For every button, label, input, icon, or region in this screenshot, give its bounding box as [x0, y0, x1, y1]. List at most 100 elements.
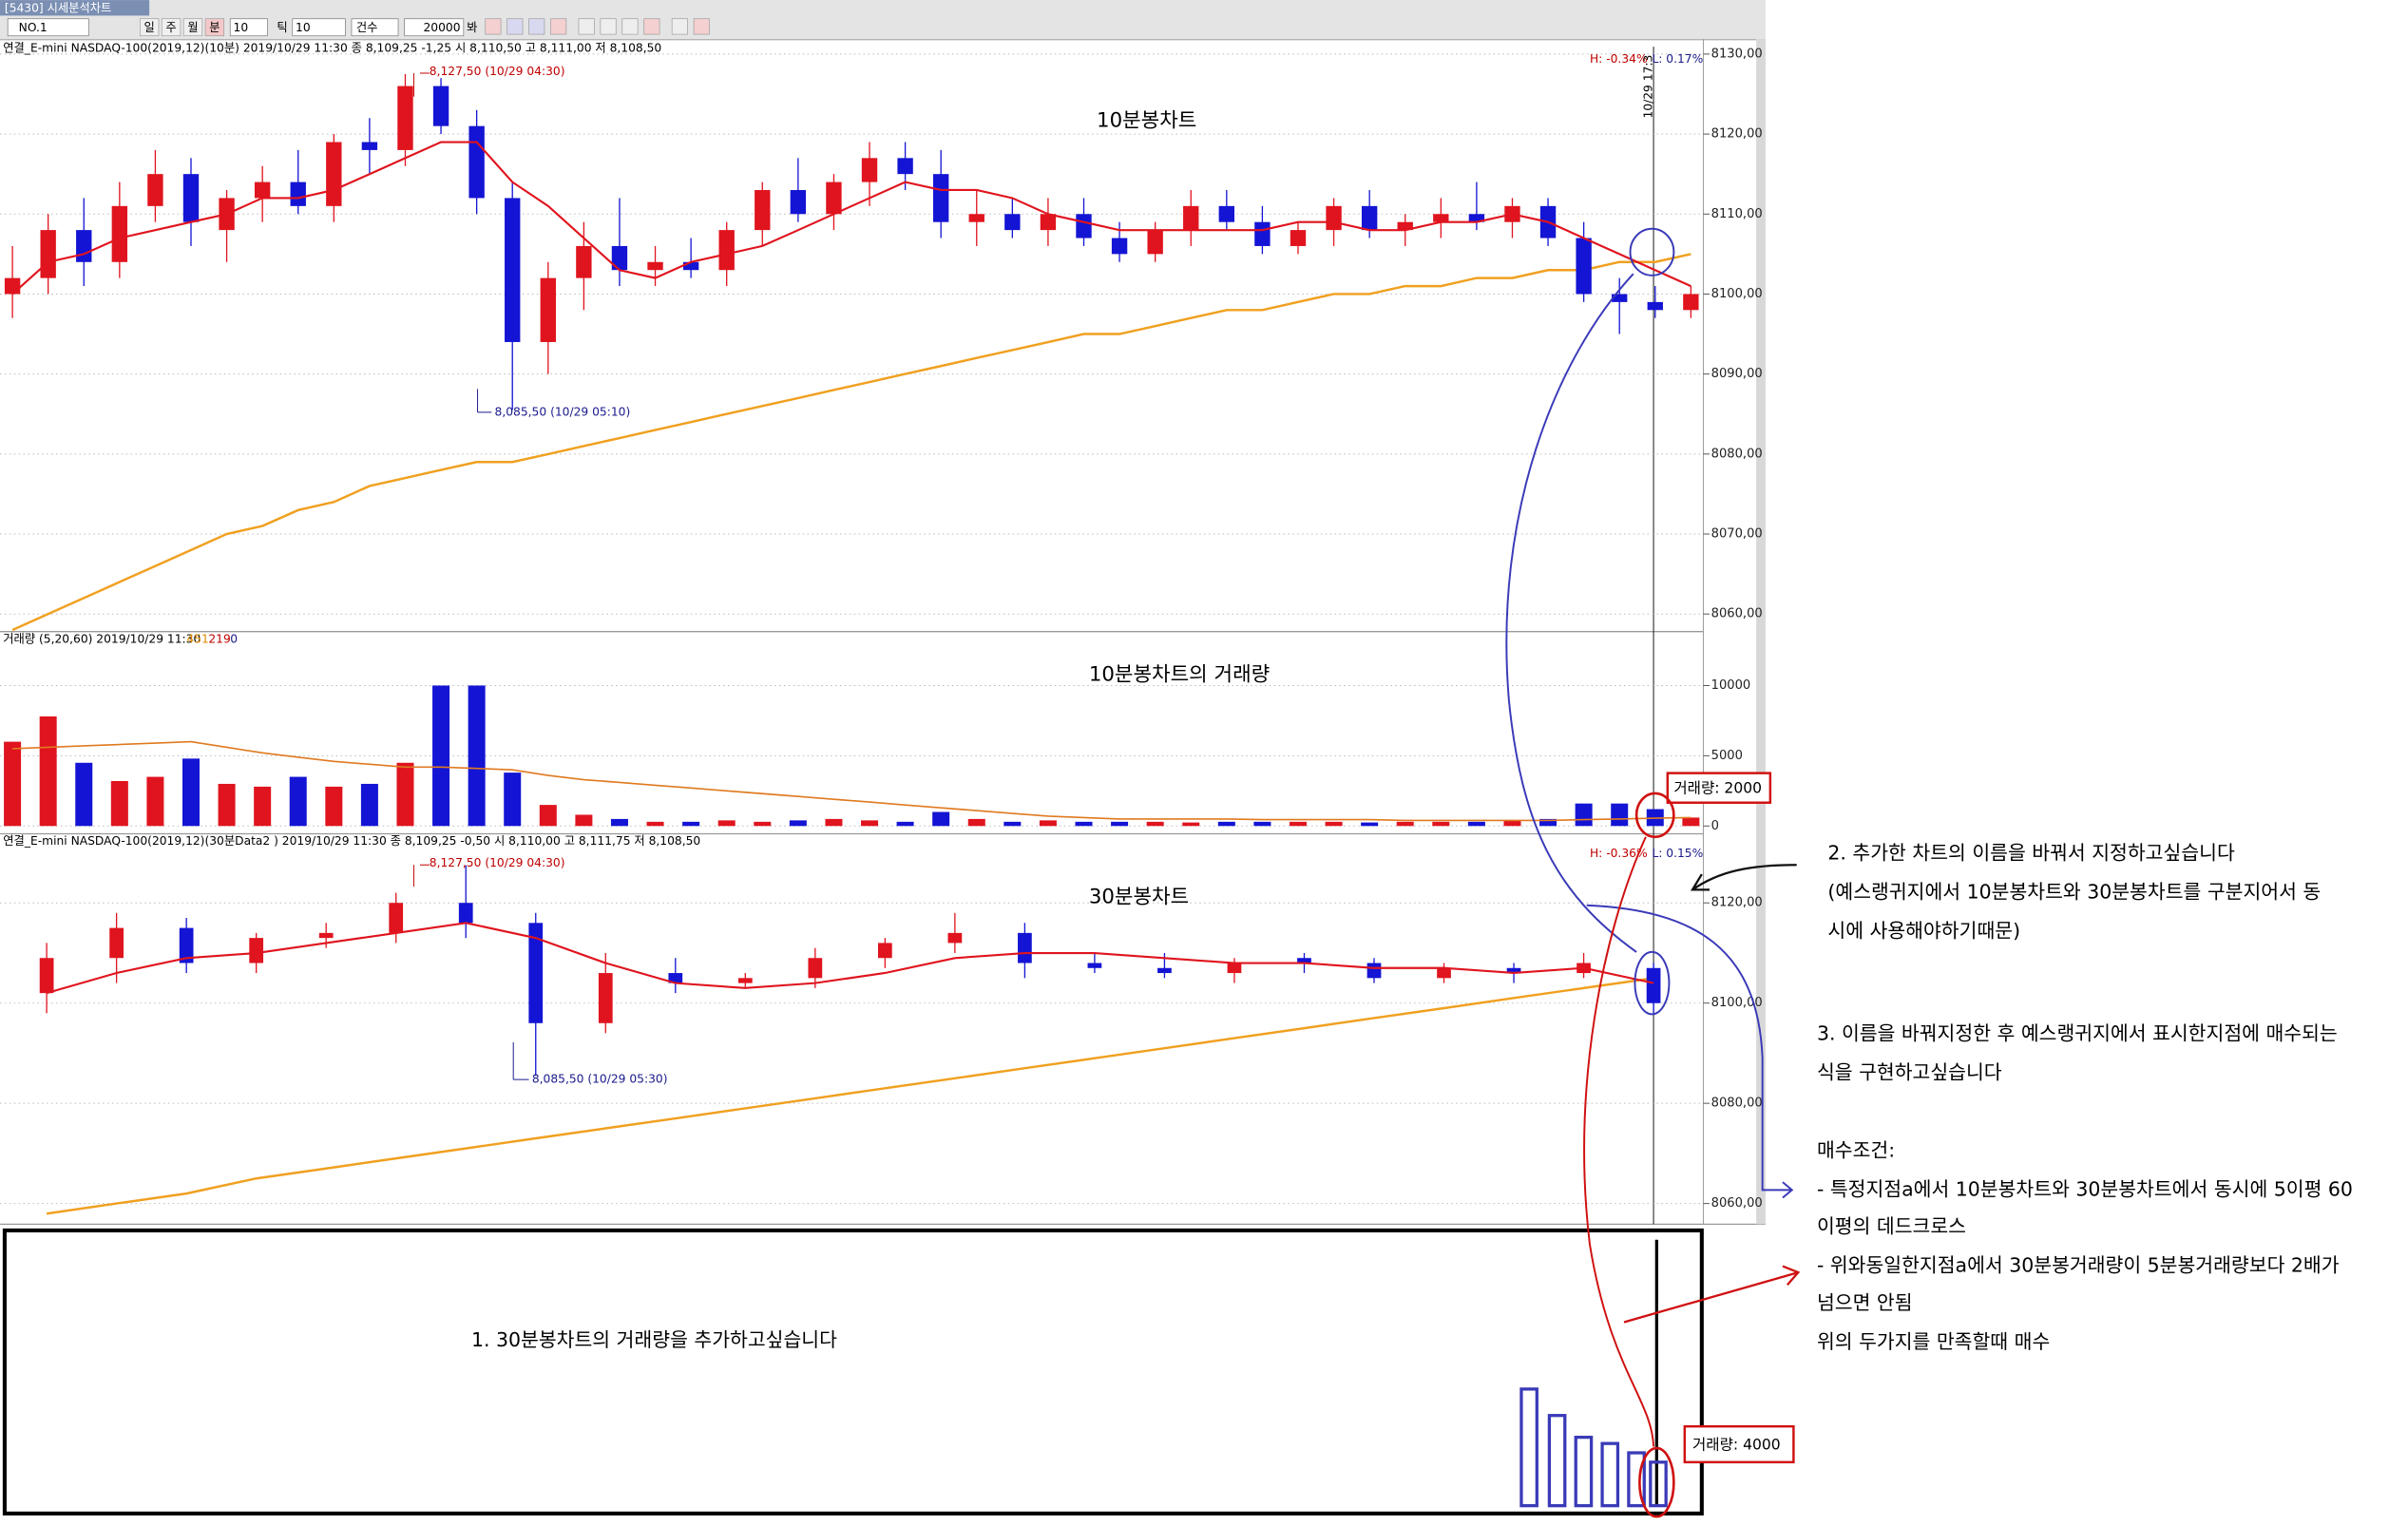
note-line: 2. 추가한 차트의 이름을 바꿔서 지정하고싶습니다 [1827, 842, 2235, 865]
period-button-label: 주 [165, 21, 176, 34]
tick-select[interactable] [292, 18, 346, 37]
candle-body [1254, 221, 1271, 246]
volume-ma-value: 0 [230, 632, 238, 645]
candle-body [1506, 967, 1521, 974]
volume-bar [360, 783, 378, 827]
count-mode-select[interactable] [351, 18, 399, 37]
icon[interactable] [550, 18, 567, 35]
high-pct: H: -0.36% [1590, 847, 1648, 860]
y-tick-label: 8100,00 [1711, 287, 1763, 301]
tick-button[interactable]: 틱 [277, 21, 287, 34]
window-tab[interactable] [0, 0, 150, 16]
volume-bar [610, 818, 628, 827]
candle-body [611, 245, 628, 271]
candle-body [1366, 963, 1382, 979]
icon[interactable] [528, 18, 545, 35]
low-pct: L: 0.17% [1652, 52, 1703, 66]
icon[interactable] [600, 18, 617, 35]
candle-body [468, 125, 485, 199]
circle-mark [1638, 1446, 1675, 1518]
y-tick-label: 8060,00 [1711, 1196, 1763, 1211]
icon[interactable] [621, 18, 639, 35]
tick-text: 10 [296, 21, 311, 34]
sketch-bar [1600, 1441, 1620, 1508]
icon[interactable] [693, 18, 710, 35]
volume-ma-line [12, 740, 1691, 822]
candle-body [109, 927, 124, 959]
volume-bar [254, 786, 272, 827]
volume-bar [110, 780, 128, 827]
minute-text: 10 [234, 21, 249, 34]
short-ma-line [11, 141, 1691, 296]
volume-bar [1539, 818, 1558, 827]
request-text: 1. 30분봉차트의 거래량을 추가하고싶습니다 [471, 1328, 837, 1351]
candle-body [877, 943, 892, 959]
volume-bar [75, 762, 93, 827]
y-tick-label: 8060,00 [1711, 607, 1763, 621]
scrollbar[interactable] [1756, 38, 1766, 1225]
volume-bar [932, 811, 950, 827]
y-tick-label: 8130,00 [1711, 47, 1763, 61]
count-input[interactable] [404, 18, 465, 37]
candle-body [1183, 205, 1199, 231]
minute-select[interactable] [229, 18, 268, 37]
candle-body [737, 978, 753, 983]
icon[interactable] [671, 18, 688, 35]
volume-bar [825, 818, 843, 827]
y-tick-label: 5000 [1711, 749, 1743, 763]
period-button[interactable] [182, 18, 203, 37]
code-select[interactable] [7, 18, 89, 37]
candle-body [397, 86, 413, 150]
volume-bar [539, 805, 557, 827]
candle-body [647, 261, 663, 271]
candle-body [576, 245, 592, 278]
volume-bar [1075, 821, 1093, 827]
high-label: 8,127,50 (10/29 04:30) [430, 856, 565, 869]
icon[interactable] [643, 18, 660, 35]
volume-bar [1467, 821, 1485, 827]
period-button[interactable] [204, 18, 225, 37]
candle-body [718, 230, 735, 271]
candle-body [682, 261, 699, 271]
panel-header: 거래량 (5,20,60) 2019/10/29 11:30 [3, 632, 201, 645]
candle-body [1646, 967, 1661, 1003]
icon[interactable] [485, 18, 502, 35]
view-button[interactable]: 봐 [467, 21, 477, 34]
volume-bar [325, 786, 343, 827]
panel-title: 10분봉차트의 거래량 [1089, 663, 1270, 687]
period-button[interactable] [161, 18, 182, 37]
volume-bar [1253, 821, 1271, 827]
period-button[interactable] [139, 18, 160, 37]
icon[interactable] [578, 18, 595, 35]
low-pointer [477, 389, 492, 413]
icon[interactable] [506, 18, 524, 35]
y-tick-label: 8090,00 [1711, 367, 1763, 381]
sketch-bar [1627, 1451, 1646, 1508]
toolbar-icons [485, 18, 710, 35]
sketch-volume-bars [1519, 1387, 1668, 1508]
volume-bar [218, 783, 236, 827]
candle-body [1433, 214, 1449, 222]
candle-body [1576, 238, 1592, 295]
volume-bar [1217, 821, 1235, 827]
candle-body [1361, 205, 1378, 231]
volume-bar [1003, 821, 1022, 827]
volume-bar [468, 685, 486, 827]
code-text: NO.1 [19, 21, 48, 34]
high-pointer [412, 864, 430, 887]
candle-body [897, 158, 913, 175]
candle-body [39, 958, 54, 994]
candle-body [932, 174, 949, 222]
candle-body [1218, 205, 1235, 222]
period-button-label: 일 [143, 21, 154, 34]
count-mode-text: 건수 [356, 21, 378, 34]
y-tick-label: 8070,00 [1711, 527, 1763, 542]
note-line: - 위와동일한지점a에서 30분봉거래량이 5분봉거래량보다 2배가 [1817, 1254, 2340, 1277]
volume-bar [1039, 820, 1057, 827]
sketch-bar [1547, 1414, 1567, 1508]
note-line: 넘으면 안됨 [1817, 1291, 1913, 1314]
y-tick-label: 0 [1711, 819, 1719, 833]
note-line: 식을 구현하고싶습니다 [1817, 1061, 2002, 1084]
panel-title: 10분봉차트 [1097, 109, 1196, 133]
